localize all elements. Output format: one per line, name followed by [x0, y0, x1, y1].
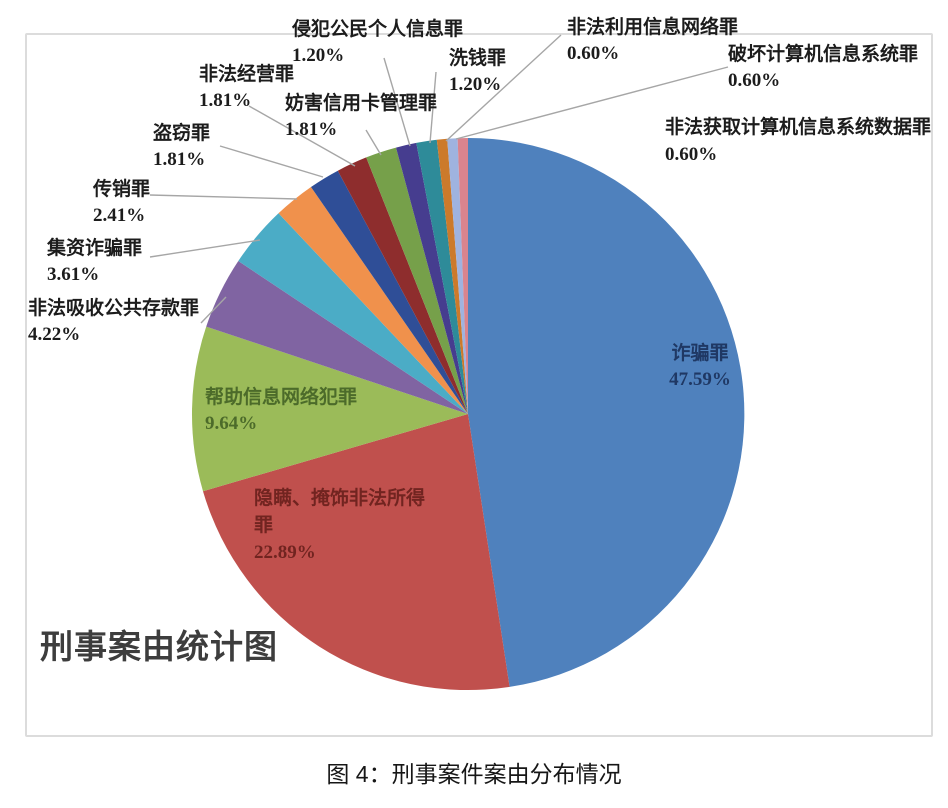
label-text: 非法经营罪	[199, 64, 295, 85]
leader-line-slice-6	[219, 145, 324, 178]
pie-label-illegal-deposit-taking: 非法吸收公共存款罪 4.22%	[28, 296, 199, 348]
label-text: 破坏计算机信息系统罪	[728, 44, 919, 65]
label-pct: 47.59%	[669, 369, 731, 390]
label-pct: 1.20%	[292, 45, 345, 66]
pie-label-aiding-cybercrime: 帮助信息网络犯罪 9.64%	[205, 385, 357, 437]
leader-line-slice-3	[200, 296, 227, 324]
label-text: 隐瞒、掩饰非法所得罪	[254, 488, 426, 536]
pie-slice-5	[278, 187, 468, 414]
pie-label-theft: 盗窃罪 1.81%	[153, 121, 210, 173]
pie-slice-12	[447, 138, 468, 414]
label-pct: 0.60%	[665, 144, 718, 165]
label-text: 非法吸收公共存款罪	[28, 298, 200, 319]
label-text: 帮助信息网络犯罪	[205, 387, 358, 408]
label-text: 侵犯公民个人信息罪	[292, 19, 464, 40]
label-pct: 22.89%	[254, 542, 316, 563]
pie-slice-13	[457, 138, 468, 414]
label-text: 盗窃罪	[153, 123, 211, 144]
pie-slice-1	[203, 414, 510, 691]
pie-slice-9	[396, 142, 468, 414]
leader-line-slice-10	[429, 71, 437, 144]
label-pct: 1.20%	[449, 74, 502, 95]
pie-label-computer-system-sabotage: 破坏计算机信息系统罪 0.60%	[728, 42, 918, 94]
pie-slice-8	[366, 147, 468, 414]
label-text: 妨害信用卡管理罪	[285, 93, 438, 114]
pie-label-personal-info-infringement: 侵犯公民个人信息罪 1.20%	[292, 17, 463, 69]
pie-label-pyramid-scheme: 传销罪 2.41%	[93, 177, 150, 229]
label-text: 洗钱罪	[449, 48, 507, 69]
pie-label-illegal-data-acquisition: 非法获取计算机信息系统数据罪 0.60%	[665, 114, 931, 168]
pie-label-fundraising-fraud: 集资诈骗罪 3.61%	[47, 236, 142, 288]
label-pct: 4.22%	[28, 324, 81, 345]
pie-label-fraud: 诈骗罪 47.59%	[648, 341, 752, 393]
pie-slice-7	[337, 157, 468, 414]
label-text: 非法利用信息网络罪	[567, 17, 739, 38]
leader-line-slice-8	[365, 129, 382, 156]
leader-line-slice-7	[248, 105, 356, 167]
label-pct: 0.60%	[728, 70, 781, 91]
label-pct: 1.81%	[199, 90, 252, 111]
pie-slice-2	[191, 326, 468, 492]
leader-line-slice-12	[455, 66, 729, 140]
pie-label-concealing-illegal-gains: 隐瞒、掩饰非法所得罪 22.89%	[254, 485, 438, 566]
pie-slice-4	[238, 213, 468, 414]
label-text: 诈骗罪	[671, 343, 729, 364]
label-text: 传销罪	[93, 179, 151, 200]
leader-line-slice-5	[149, 194, 298, 200]
pie-slice-6	[311, 170, 468, 414]
leader-line-slice-11	[445, 34, 562, 142]
label-pct: 1.81%	[285, 119, 338, 140]
pie-slice-10	[416, 139, 468, 415]
pie-label-illegal-business: 非法经营罪 1.81%	[199, 62, 294, 114]
leader-line-slice-4	[149, 239, 261, 258]
label-text: 非法获取计算机信息系统数据罪	[665, 117, 932, 138]
pie-label-credit-card-interference: 妨害信用卡管理罪 1.81%	[285, 91, 437, 143]
pie-slice-11	[436, 138, 468, 415]
figure-caption: 图 4：刑事案件案由分布情况	[326, 761, 622, 787]
label-text: 集资诈骗罪	[47, 238, 143, 259]
pie-label-money-laundering: 洗钱罪 1.20%	[449, 46, 506, 98]
pie-slice-3	[206, 261, 468, 414]
pie-slice-0	[468, 137, 745, 687]
chart-title: 刑事案由统计图	[40, 628, 278, 665]
label-pct: 9.64%	[205, 413, 258, 434]
label-pct: 3.61%	[47, 264, 100, 285]
label-pct: 2.41%	[93, 205, 146, 226]
pie-label-illegal-use-of-info-network: 非法利用信息网络罪 0.60%	[567, 15, 738, 67]
leader-line-slice-9	[383, 57, 411, 147]
label-pct: 0.60%	[567, 43, 620, 64]
label-pct: 1.81%	[153, 149, 206, 170]
